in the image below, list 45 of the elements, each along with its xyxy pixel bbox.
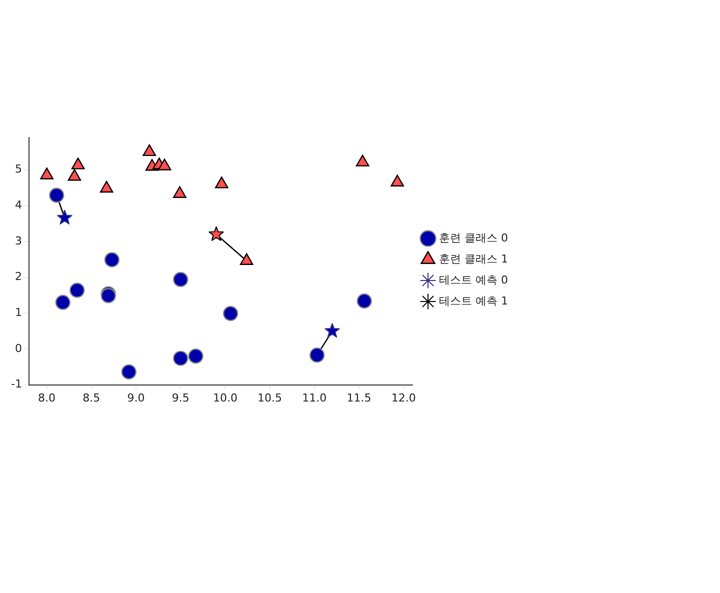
y-tick-label: -1 bbox=[11, 378, 22, 391]
y-tick-label: 1 bbox=[14, 306, 22, 320]
point bbox=[142, 144, 156, 156]
y-tick-label: 5 bbox=[14, 162, 22, 176]
point bbox=[55, 294, 70, 310]
point bbox=[121, 364, 136, 380]
point bbox=[57, 210, 72, 224]
y-tick-label: 2 bbox=[14, 270, 22, 284]
y-tick-label: 3 bbox=[14, 234, 22, 248]
point bbox=[188, 348, 204, 364]
point bbox=[71, 158, 85, 170]
point bbox=[356, 154, 370, 166]
point bbox=[158, 158, 172, 170]
point bbox=[173, 186, 186, 198]
x-tick-label: 11.0 bbox=[302, 391, 327, 404]
point bbox=[40, 168, 54, 180]
y-tick-label: 4 bbox=[14, 198, 22, 212]
point bbox=[100, 180, 114, 193]
x-tick-label: 9.5 bbox=[172, 391, 190, 404]
x-tick-label: 10.0 bbox=[212, 391, 238, 404]
point bbox=[49, 188, 64, 203]
x-tick-label: 8.5 bbox=[82, 391, 100, 404]
point bbox=[390, 174, 404, 186]
point bbox=[222, 306, 238, 322]
y-tick-label: 0 bbox=[14, 342, 22, 355]
legend-label: 훈련 클래스 0 bbox=[439, 231, 508, 244]
legend-label: 테스트 예측 1 bbox=[439, 294, 508, 308]
x-tick-label: 9.0 bbox=[127, 391, 145, 404]
x-tick-label: 8.0 bbox=[38, 391, 56, 404]
point bbox=[70, 282, 85, 298]
point bbox=[324, 323, 340, 338]
point bbox=[356, 293, 372, 309]
point bbox=[208, 226, 224, 241]
x-tick-label: 10.5 bbox=[258, 391, 282, 404]
point bbox=[173, 272, 188, 288]
x-tick-label: 12.0 bbox=[391, 391, 416, 404]
x-tick-label: 11.5 bbox=[346, 391, 372, 404]
point bbox=[68, 169, 82, 181]
legend-label: 훈련 클래스 1 bbox=[439, 252, 508, 266]
point bbox=[173, 350, 188, 366]
point bbox=[309, 347, 325, 363]
point bbox=[104, 252, 120, 268]
point bbox=[240, 253, 254, 265]
legend-label: 테스트 예측 0 bbox=[439, 273, 508, 286]
point bbox=[214, 176, 228, 188]
